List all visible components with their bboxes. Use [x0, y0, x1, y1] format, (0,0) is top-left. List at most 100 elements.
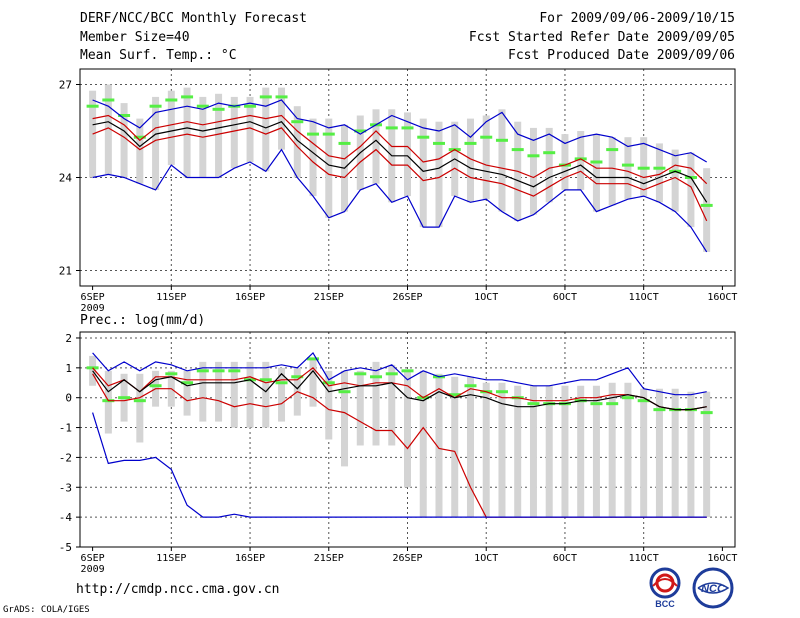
precipitation-y-tick-label: -4	[59, 511, 73, 524]
temperature-spread-box	[120, 103, 128, 178]
temperature-spread-box	[404, 112, 411, 197]
temperature-spread-box	[183, 87, 191, 178]
precipitation-spread-box	[514, 385, 522, 518]
precipitation-spread-box	[183, 370, 191, 416]
temperature-marker	[212, 107, 225, 111]
precipitation-marker	[700, 411, 713, 415]
precipitation-y-tick-label: -2	[59, 451, 72, 464]
ncc-logo: NCC	[692, 567, 734, 609]
precipitation-x-tick-label: 11OCT	[629, 553, 659, 564]
precipitation-marker	[590, 402, 603, 406]
precipitation-x-tick-label: 11SEP	[156, 553, 186, 564]
temperature-marker	[118, 114, 131, 117]
precipitation-marker	[637, 399, 650, 403]
precipitation-spread-box	[608, 382, 616, 518]
precipitation-marker	[307, 357, 320, 361]
temperature-marker	[181, 95, 194, 99]
precipitation-marker	[448, 393, 461, 397]
precipitation-spread-box	[687, 391, 695, 518]
precipitation-spread-box	[703, 391, 711, 518]
temperature-x-tick-label: 16OCT	[707, 292, 737, 303]
temperature-series-ensemble-mean	[92, 120, 708, 203]
precipitation-marker	[385, 372, 398, 376]
precipitation-y-tick-label: -3	[59, 481, 72, 494]
temperature-x-tick-label: 11OCT	[629, 292, 659, 303]
temperature-spread-box	[655, 143, 663, 203]
temperature-spread-box	[671, 149, 679, 212]
precipitation-marker	[275, 381, 288, 385]
precipitation-marker	[228, 369, 241, 373]
temperature-marker	[511, 148, 524, 152]
precipitation-spread-box	[419, 370, 427, 518]
precipitation-marker	[464, 384, 477, 388]
precipitation-marker	[181, 381, 194, 385]
temperature-y-tick-label: 21	[59, 265, 72, 278]
temperature-x-tick-label: 1OCT	[474, 292, 498, 303]
temperature-spread-box	[246, 96, 254, 162]
forecast-produced-date: Fcst Produced Date 2009/09/06	[508, 48, 735, 63]
precipitation-y-tick-label: 0	[65, 392, 72, 405]
precipitation-spread-box	[655, 388, 663, 518]
temperature-marker	[291, 120, 304, 124]
precipitation-x-tick-label: 16SEP	[235, 553, 265, 564]
temperature-series-minimum	[92, 148, 708, 253]
source-url[interactable]: http://cmdp.ncc.cma.gov.cn	[76, 582, 280, 597]
temperature-spread-box	[419, 118, 427, 228]
precipitation-marker	[621, 396, 634, 400]
precipitation-spread-box	[325, 370, 333, 440]
temperature-marker	[637, 166, 650, 170]
precipitation-marker	[259, 378, 272, 382]
temperature-marker	[417, 135, 430, 139]
precipitation-spread-box	[215, 361, 223, 422]
temperature-spread-box	[608, 137, 616, 206]
precipitation-x-tick-label: 6SEP	[81, 553, 105, 564]
precipitation-spread-box	[356, 370, 364, 446]
precipitation-spread-box	[498, 382, 506, 518]
precipitation-x-tick-label: 6OCT	[553, 553, 577, 564]
temperature-x-year-label: 2009	[81, 303, 105, 314]
temperature-marker	[590, 160, 603, 164]
temperature-marker	[432, 141, 445, 145]
temperature-x-tick-label: 6SEP	[81, 292, 105, 303]
precipitation-marker	[165, 372, 178, 376]
precipitation-spread-box	[466, 376, 474, 518]
precipitation-spread-box	[136, 373, 144, 443]
precipitation-spread-box	[246, 361, 254, 428]
temperature-y-tick-label: 27	[59, 79, 72, 92]
temperature-marker	[307, 132, 320, 136]
precipitation-spread-box	[640, 388, 648, 518]
temperature-marker	[606, 148, 619, 152]
temperature-spread-box	[136, 118, 144, 184]
temperature-marker	[543, 151, 556, 155]
temperature-spread-box	[482, 115, 490, 200]
temperature-series-maximum	[92, 99, 708, 163]
forecast-period: For 2009/09/06-2009/10/15	[539, 11, 735, 26]
member-size-label: Member Size=40	[80, 30, 190, 45]
temperature-spread-box	[529, 127, 537, 215]
temperature-marker	[464, 141, 477, 145]
precipitation-spread-box	[404, 370, 411, 488]
precipitation-marker	[196, 369, 209, 373]
precipitation-spread-box	[671, 388, 679, 518]
precipitation-series-ensemble-mean	[92, 369, 707, 411]
temperature-marker	[322, 132, 335, 136]
precipitation-spread-box	[482, 382, 490, 518]
temperature-spread-box	[152, 96, 160, 190]
precipitation-spread-box	[262, 361, 270, 428]
temperature-marker	[196, 104, 209, 108]
precipitation-x-tick-label: 21SEP	[314, 553, 344, 564]
temperature-spread-box	[309, 118, 317, 197]
precipitation-marker	[527, 402, 540, 406]
precipitation-x-tick-label: 1OCT	[474, 553, 498, 564]
temperature-spread-box	[592, 134, 600, 212]
temperature-series-upper-quantile	[92, 114, 708, 185]
precipitation-x-tick-label: 26SEP	[392, 553, 422, 564]
temperature-spread-box	[703, 168, 711, 252]
temperature-marker	[259, 95, 272, 99]
precipitation-marker	[401, 369, 414, 373]
precipitation-spread-box	[388, 364, 396, 446]
temperature-spread-box	[577, 131, 585, 190]
precipitation-x-tick-label: 16OCT	[707, 553, 737, 564]
precipitation-spread-box	[577, 385, 585, 518]
precipitation-marker	[149, 384, 162, 388]
